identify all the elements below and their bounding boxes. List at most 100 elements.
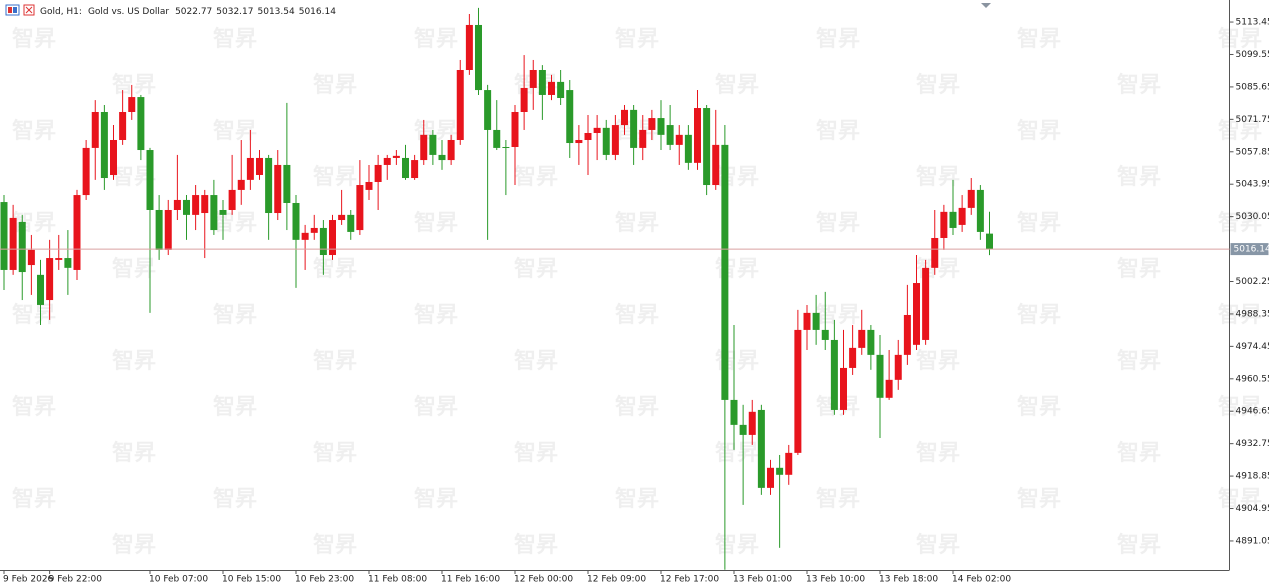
x-tick-label: 13 Feb 18:00 [879,575,938,585]
y-tick-label: 4974.45 [1236,342,1269,352]
watermark: 智昇 [916,348,960,374]
watermark: 智昇 [1218,394,1262,420]
candle-body [776,467,784,475]
watermark: 智昇 [816,394,860,420]
watermark: 智昇 [816,26,860,52]
watermark: 智昇 [514,164,558,190]
candle-body [639,129,647,148]
candle-body [529,69,537,88]
watermark: 智昇 [514,440,558,466]
x-tick-label: 9 Feb 22:00 [49,575,103,585]
candle-body [858,329,866,348]
candle-body [830,339,838,410]
candle-body [64,258,72,268]
description: Gold vs. US Dollar [88,7,169,17]
candle-body [356,185,364,231]
low-value: 5013.54 [258,7,295,17]
watermark: 智昇 [313,440,357,466]
watermark: 智昇 [816,486,860,512]
candle-body [173,199,181,210]
candle-body [675,134,683,145]
watermark: 智昇 [112,72,156,98]
candle-body [584,132,592,140]
y-tick-label: 5043.95 [1236,180,1269,190]
y-tick-label: 5099.55 [1236,50,1269,60]
watermark: 智昇 [1218,26,1262,52]
candle-body [274,164,282,214]
candle-body [794,329,802,453]
candle-body [511,111,519,147]
y-tick-label: 5085.65 [1236,82,1269,92]
y-tick-label: 4904.95 [1236,504,1269,514]
candle-body [913,283,920,345]
candle-body [447,139,455,161]
candle-body [37,274,44,305]
watermark: 智昇 [12,394,56,420]
price-label: 5016.14 [1234,245,1269,255]
candle-body [903,314,911,355]
watermark: 智昇 [1117,532,1161,558]
candle-body [602,127,610,155]
watermark: 智昇 [615,210,659,236]
candle-body [557,81,565,98]
candle-body [137,97,145,151]
candle-body [201,195,209,214]
watermark: 智昇 [715,72,759,98]
candle-body [849,347,857,368]
shift-marker [981,3,991,8]
watermark: 智昇 [1017,394,1061,420]
watermark: 智昇 [1117,440,1161,466]
candle-body [730,399,738,425]
watermark: 智昇 [12,118,56,144]
candle-body [621,109,628,126]
watermark: 智昇 [1117,164,1161,190]
y-tick-label: 4988.35 [1236,309,1269,319]
candle-body [82,147,90,196]
candle-body [611,125,619,155]
candle-body [128,97,136,112]
x-tick-label: 12 Feb 00:00 [514,575,573,585]
watermark: 智昇 [313,256,357,282]
y-tick-label: 5030.05 [1236,212,1269,222]
candle-body [283,164,291,203]
candle-body [785,452,793,475]
candle-body [18,221,26,273]
candle-body [986,233,993,250]
candle-body [456,69,464,140]
watermark: 智昇 [916,532,960,558]
x-tick-label: 10 Feb 15:00 [222,575,281,585]
candle-body [548,81,555,95]
candle-body [256,157,263,175]
y-tick-label: 5113.45 [1236,18,1269,28]
x-tick-label: 12 Feb 09:00 [587,575,646,585]
watermark: 智昇 [1117,348,1161,374]
watermark: 智昇 [12,210,56,236]
candle-body [164,209,172,250]
watermark: 智昇 [12,486,56,512]
candle-body [420,134,428,161]
watermark: 智昇 [414,394,458,420]
y-tick-label: 4918.85 [1236,472,1269,482]
candle-body [338,214,346,221]
watermark: 智昇 [1218,210,1262,236]
candle-body [593,127,601,133]
candle-body [538,69,546,95]
candle-body [347,214,355,232]
candle-body [365,181,373,190]
x-tick-label: 11 Feb 16:00 [441,575,500,585]
candle-body [319,227,327,256]
candle-body [310,227,318,233]
close-value: 5016.14 [299,7,336,17]
candle-body [876,354,884,398]
candle-body [146,150,154,210]
candle-body [438,154,446,161]
watermark: 智昇 [112,256,156,282]
candle-body [502,146,510,148]
watermark: 智昇 [1017,118,1061,144]
watermark: 智昇 [1218,118,1262,144]
candle-body [976,189,984,232]
watermark: 智昇 [313,164,357,190]
watermark: 智昇 [414,302,458,328]
